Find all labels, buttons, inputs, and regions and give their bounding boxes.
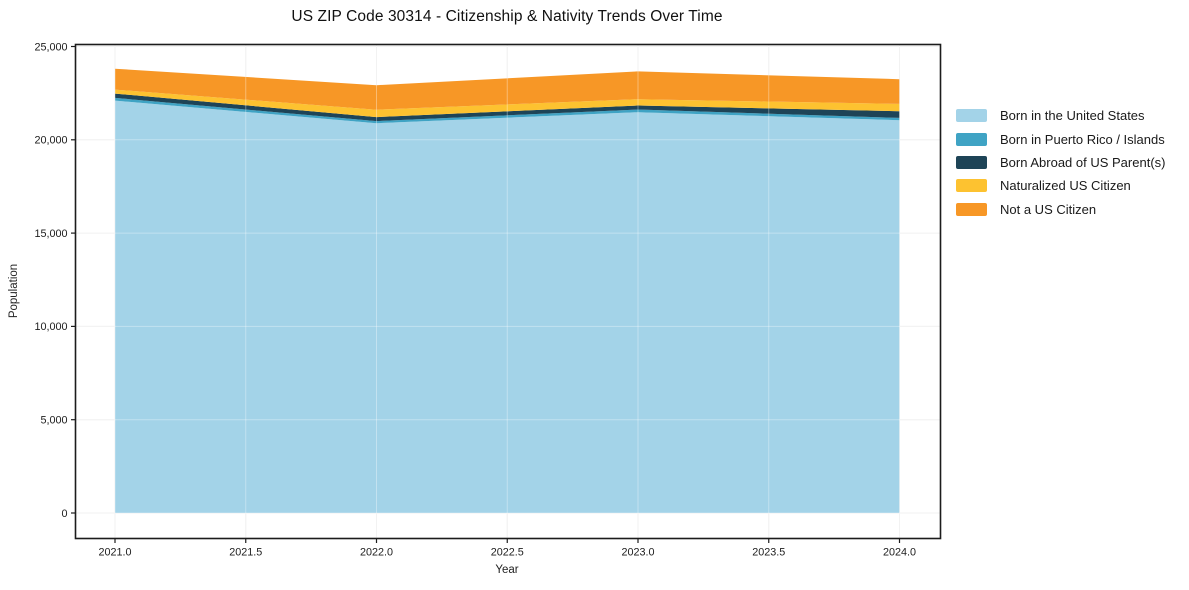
y-tick-label: 10,000: [34, 321, 67, 333]
legend-swatch-born-pr: [956, 132, 987, 146]
x-tick-label: 2022.0: [360, 547, 393, 559]
legend-swatch-not-citizen: [956, 202, 987, 216]
x-tick-label: 2021.0: [98, 547, 131, 559]
x-tick-label: 2022.5: [491, 547, 524, 559]
x-tick-label: 2023.0: [621, 547, 654, 559]
legend-swatch-naturalized: [956, 179, 987, 193]
legend-item-born-abroad: Born Abroad of US Parent(s): [956, 151, 1165, 174]
x-tick-label: 2021.5: [229, 547, 262, 559]
legend-label: Naturalized US Citizen: [1000, 178, 1131, 194]
legend-label: Born in Puerto Rico / Islands: [1000, 131, 1165, 147]
plot-border: [74, 43, 942, 540]
x-axis-label: Year: [495, 564, 519, 576]
y-tick-label: 0: [61, 508, 67, 520]
area-born-in-the-united-states: [115, 100, 900, 513]
area-naturalized-us-citizen: [115, 89, 900, 118]
legend-item-born-us: Born in the United States: [956, 104, 1165, 127]
x-tick-label: 2023.5: [752, 547, 785, 559]
legend: Born in the United States Born in Puerto…: [956, 104, 1165, 221]
area-born-in-puerto-rico-islands: [115, 97, 900, 124]
legend-swatch-born-us: [956, 109, 987, 123]
legend-label: Not a US Citizen: [1000, 201, 1097, 217]
legend-item-not-citizen: Not a US Citizen: [956, 198, 1165, 221]
legend-swatch-born-abroad: [956, 155, 987, 169]
area-not-a-us-citizen: [115, 68, 900, 110]
legend-label: Born Abroad of US Parent(s): [1000, 154, 1166, 170]
y-tick-label: 15,000: [34, 228, 67, 240]
legend-label: Born in the United States: [1000, 108, 1145, 124]
area-born-abroad-of-us-parent-s: [115, 93, 900, 122]
y-axis-label: Population: [8, 263, 20, 319]
y-tick-label: 5,000: [40, 415, 67, 427]
legend-item-born-pr: Born in Puerto Rico / Islands: [956, 127, 1165, 150]
chart-title: US ZIP Code 30314 - Citizenship & Nativi…: [291, 8, 723, 25]
x-tick-label: 2024.0: [883, 547, 916, 559]
y-tick-label: 25,000: [34, 41, 67, 53]
y-tick-label: 20,000: [34, 135, 67, 147]
legend-item-naturalized: Naturalized US Citizen: [956, 174, 1165, 197]
